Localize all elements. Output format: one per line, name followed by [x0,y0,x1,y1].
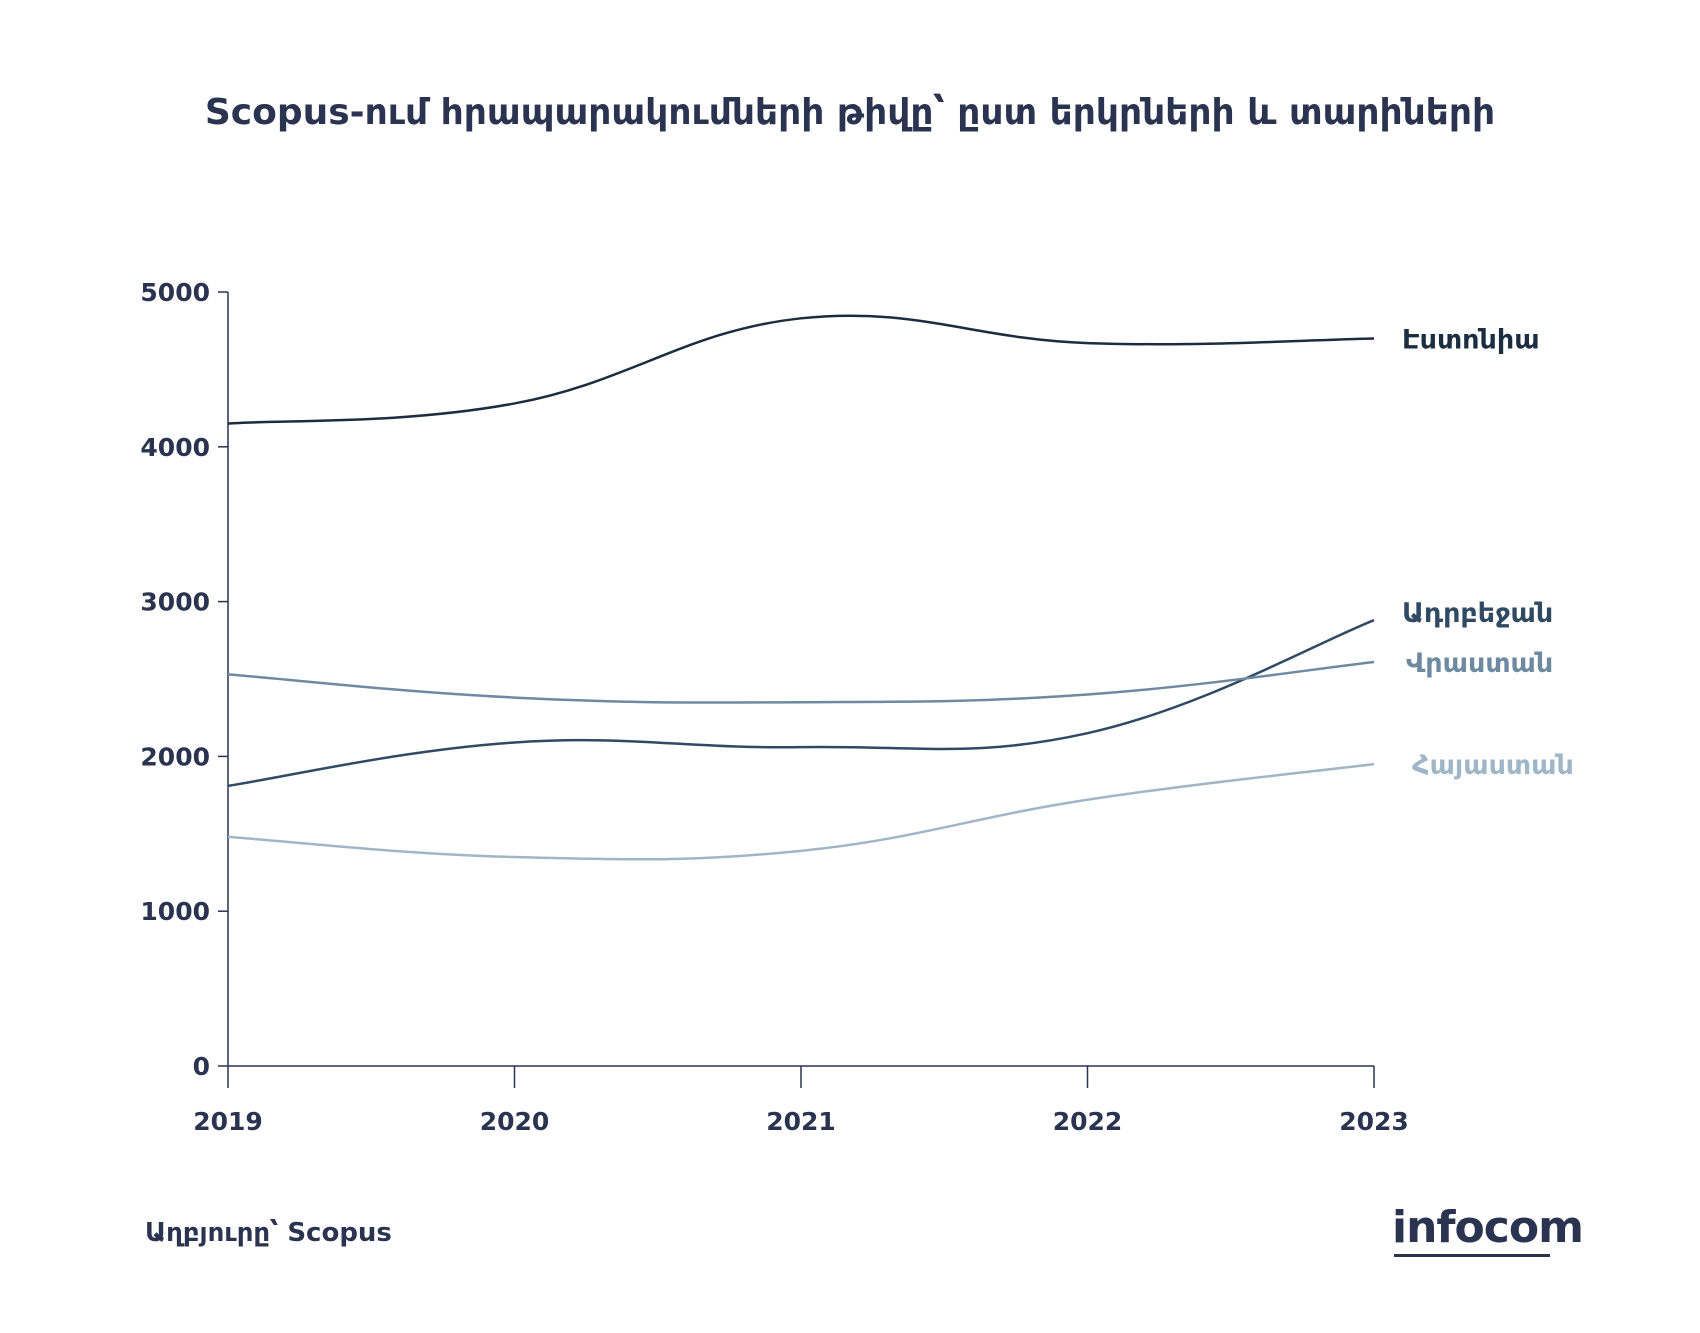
series-line-2 [227,619,1375,788]
chart-title: Scopus-ում հրապարակումների թիվը՝ ըստ երկ… [204,92,1496,133]
series-label-2: Ադրբեջան [1402,598,1553,629]
x-tick-label: 2021 [766,1107,836,1136]
source-note: Աղբյուրը՝ Scopus [145,1218,392,1248]
series-label-4: Հայաստան [1412,750,1574,781]
x-tick-label: 2020 [480,1107,550,1136]
y-tick-label: 1000 [140,897,210,926]
y-tick-label: 2000 [140,742,210,771]
logo-underline [1394,1254,1550,1257]
y-tick-label: 5000 [140,278,210,307]
chart-axes: 0 1000 2000 3000 4000 5000 2019 2020 2021 2022 202… [140,278,1408,1136]
series-label-3: Վրաստան [1406,648,1553,679]
series-line-1 [227,314,1375,425]
y-tick-label: 3000 [140,588,210,617]
y-tick-label: 4000 [140,433,210,462]
x-tick-label: 2023 [1339,1107,1409,1136]
y-tick-label: 0 [193,1052,210,1081]
x-tick-label: 2022 [1053,1107,1123,1136]
logo-text: infocom [1392,1202,1584,1253]
series-line-4 [227,762,1375,861]
x-tick-label: 2019 [193,1107,263,1136]
series-label-1: Էստոնիա [1402,324,1540,355]
chart-series [227,314,1375,861]
series-labels: Էստոնիա Ադրբեջան Վրաստան Հայաստան [1402,324,1574,781]
infocom-logo: infocom [1392,1202,1584,1262]
series-line-3 [227,660,1375,704]
